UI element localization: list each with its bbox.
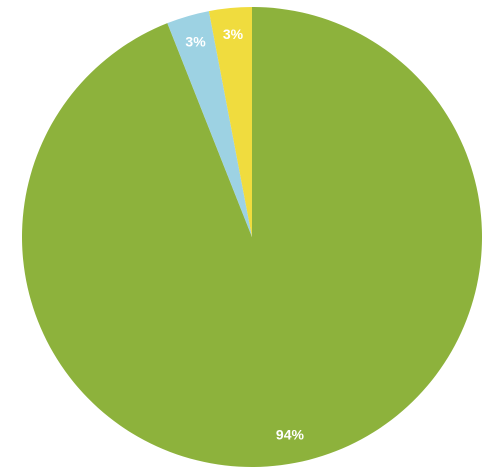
- pie-slice: [208, 7, 252, 237]
- pie-slice: [167, 11, 252, 238]
- value-label: 94%: [276, 427, 305, 443]
- value-label: 3%: [185, 33, 206, 49]
- value-label: 3%: [223, 26, 244, 42]
